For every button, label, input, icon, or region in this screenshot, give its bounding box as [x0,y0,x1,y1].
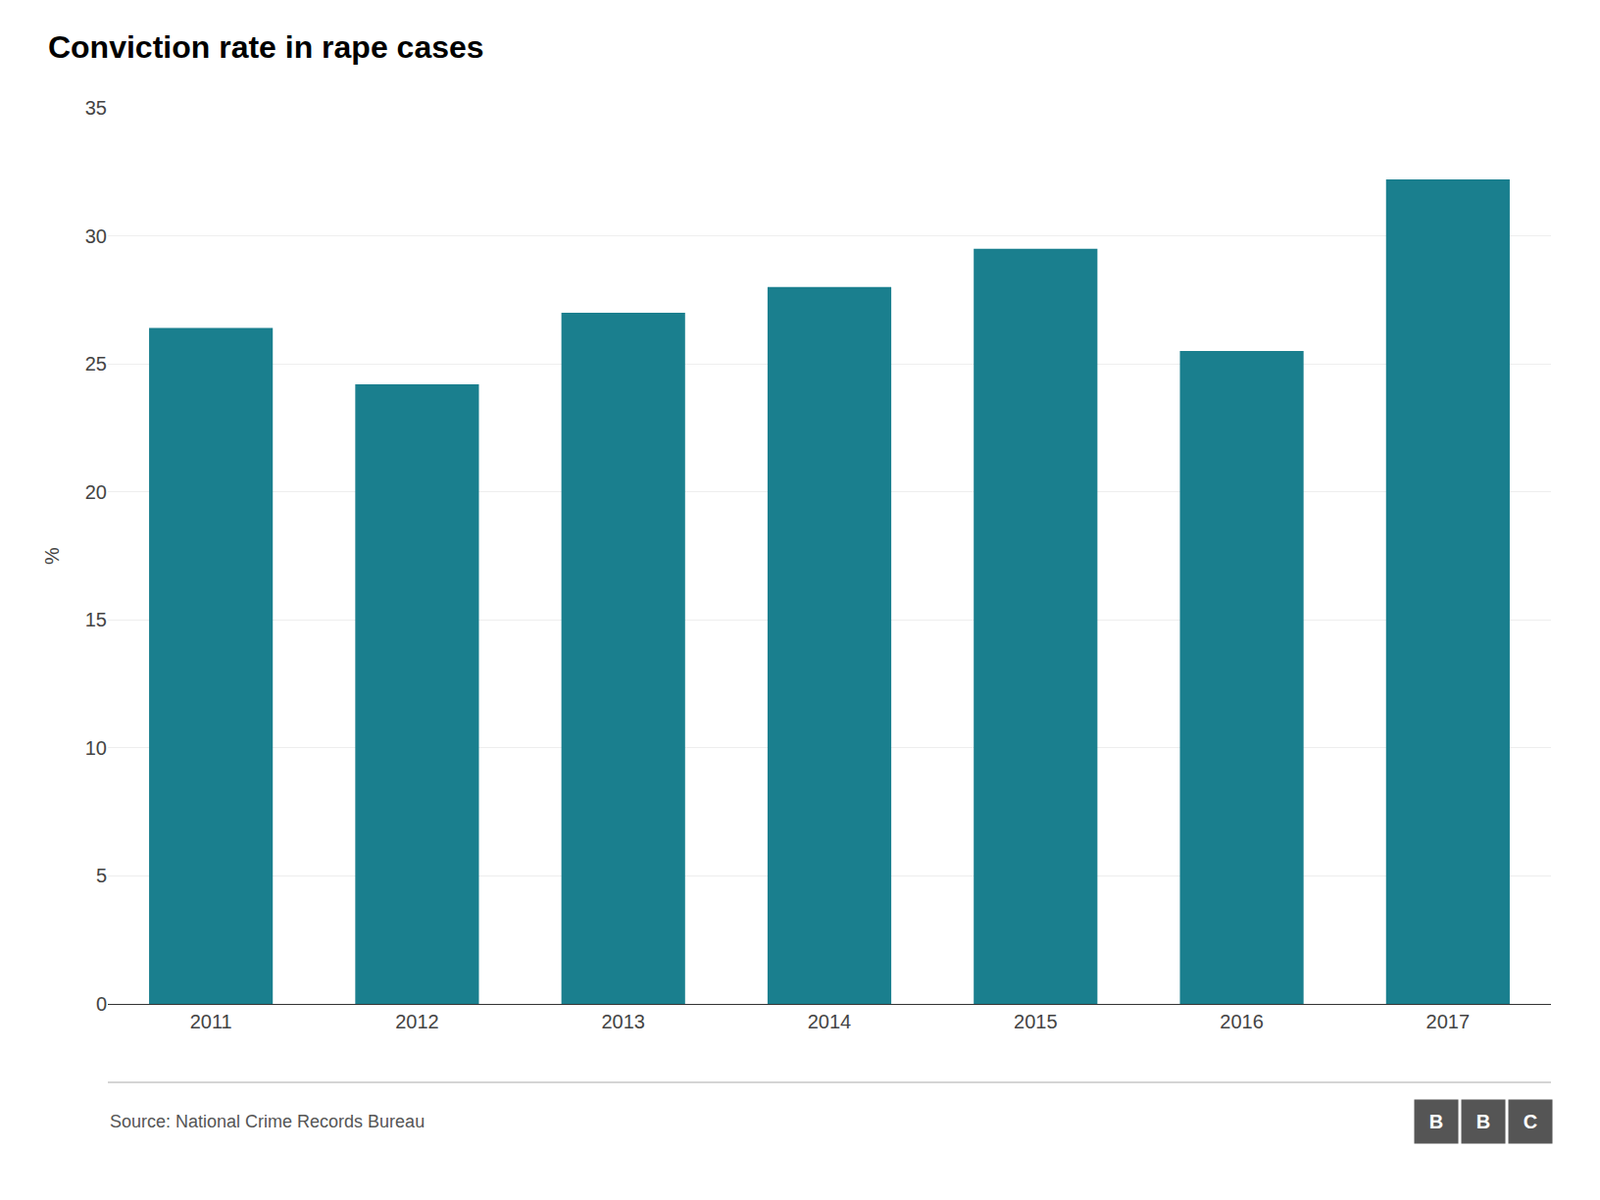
svg-text:%: % [41,547,63,565]
svg-text:10: 10 [85,737,107,759]
svg-text:25: 25 [85,352,107,375]
svg-text:5: 5 [96,864,107,887]
svg-text:2011: 2011 [190,1010,233,1033]
svg-text:2013: 2013 [600,1010,646,1033]
svg-text:20: 20 [85,481,107,503]
svg-text:30: 30 [85,225,107,248]
svg-text:B: B [1476,1110,1491,1133]
svg-text:Conviction rate in rape cases: Conviction rate in rape cases [48,29,485,65]
svg-text:C: C [1523,1110,1538,1133]
svg-text:2016: 2016 [1219,1010,1264,1033]
svg-text:2012: 2012 [395,1010,440,1033]
svg-text:Source: National Crime Records: Source: National Crime Records Bureau [109,1111,425,1132]
svg-text:35: 35 [85,97,107,119]
svg-text:15: 15 [85,608,107,631]
svg-text:B: B [1429,1110,1444,1133]
svg-text:2017: 2017 [1426,1010,1471,1033]
svg-text:0: 0 [96,993,107,1015]
svg-text:2015: 2015 [1013,1010,1058,1033]
svg-text:2014: 2014 [807,1010,852,1033]
